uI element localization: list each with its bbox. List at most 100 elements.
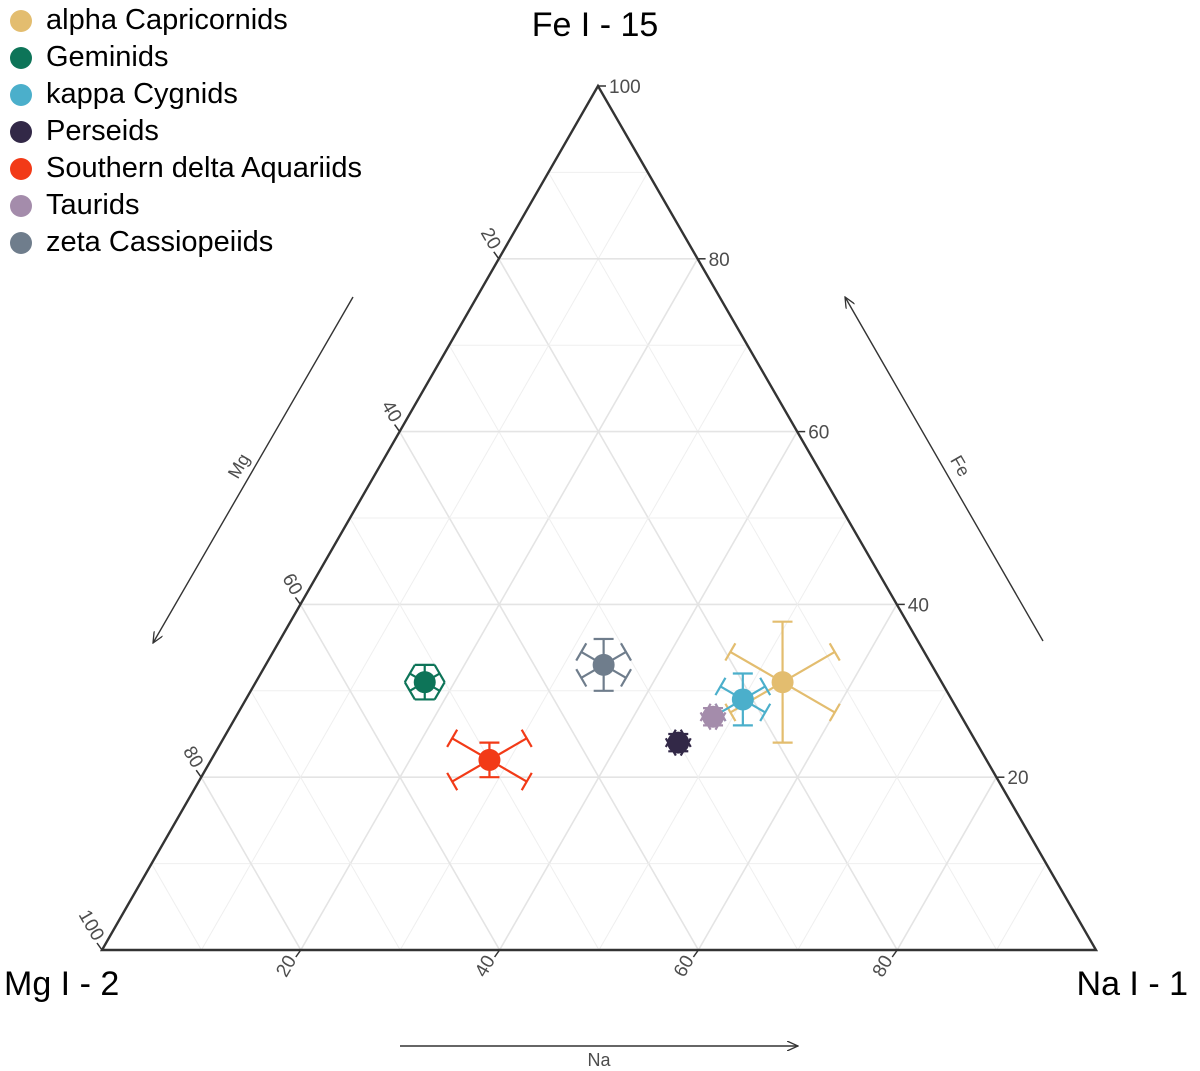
gridline-na (598, 517, 848, 951)
gridline-mg (200, 776, 302, 951)
tick-label-mg: 80 (178, 743, 207, 772)
point-kappa-cygnids (714, 672, 772, 727)
vertex-label-right: Na I - 1 (1077, 965, 1188, 1003)
gridline-na (797, 690, 948, 951)
legend-item-southern-delta-aquariids: Southern delta Aquariids (4, 150, 362, 187)
tick-mark-na (295, 949, 302, 958)
data-point (478, 748, 501, 771)
data-point (667, 731, 690, 754)
tick-mark-mg (195, 769, 202, 778)
error-bar-cap (520, 729, 533, 748)
data-point (413, 671, 436, 694)
legend-label: Perseids (46, 115, 159, 147)
legend-item-perseids: Perseids (4, 113, 362, 150)
data-point (731, 688, 754, 711)
error-bar-cap (714, 677, 727, 696)
legend-label: zeta Cassiopeiids (46, 226, 274, 258)
legend-swatch (10, 9, 32, 32)
tick-label-mg: 40 (377, 397, 406, 426)
tick-label-fe: 60 (808, 423, 829, 444)
legend-label: alpha Capricornids (46, 4, 288, 36)
gridline-mg (547, 172, 998, 951)
legend-swatch (10, 83, 32, 106)
error-bar-cap (620, 642, 632, 662)
legend-swatch (10, 46, 32, 69)
point-geminids (403, 663, 446, 701)
data-point (592, 653, 615, 676)
error-bar-cap (828, 703, 841, 722)
legend-item-zeta-cassiopeiids: zeta Cassiopeiids (4, 224, 362, 261)
gridline-na (996, 863, 1047, 951)
legend-swatch (10, 231, 32, 254)
tick-label-mg: 100 (74, 907, 108, 945)
point-taurids (699, 703, 727, 731)
axis-title-na: Na (587, 1050, 611, 1070)
data-points (403, 620, 841, 791)
tick-label-fe: 20 (1007, 768, 1028, 789)
gridline-mg (349, 517, 600, 951)
tick-mark-mg (493, 251, 500, 260)
error-bar-cap (403, 681, 416, 701)
error-bar-cap (724, 703, 737, 722)
legend-label: kappa Cygnids (46, 78, 238, 110)
gridline-na (200, 172, 649, 951)
gridline-mg (250, 690, 401, 951)
tick-label-fe: 40 (908, 595, 929, 616)
error-bar-cap (403, 664, 416, 683)
tick-mark-na (692, 949, 700, 958)
grid (151, 171, 1047, 951)
gridline-na (697, 604, 898, 951)
legend-swatch (10, 194, 32, 217)
error-bar-cap (446, 772, 459, 791)
legend-label: Southern delta Aquariids (46, 152, 362, 184)
axis-title-fe: Fe (946, 452, 974, 480)
tick-mark-mg (294, 596, 302, 605)
error-bar-cap (724, 642, 737, 662)
legend-item-kappa-cygnids: kappa Cygnids (4, 76, 362, 113)
point-zeta-cassiopeiids (575, 637, 632, 692)
tick-label-mg: 60 (277, 570, 306, 599)
point-alpha-capricornids (724, 620, 841, 744)
gridline-mg (151, 863, 202, 951)
data-point (771, 671, 794, 694)
point-perseids (664, 729, 692, 757)
tick-mark-na (493, 949, 501, 958)
tick-mark-na (891, 949, 898, 958)
vertex-label-top: Fe I - 15 (532, 6, 659, 44)
tick-label-fe: 100 (609, 77, 641, 98)
gridline-na (399, 344, 748, 951)
data-point (702, 705, 725, 728)
error-bar-cap (575, 642, 588, 662)
vertex-label-left: Mg I - 2 (4, 965, 119, 1003)
legend-item-geminids: Geminids (4, 39, 362, 76)
error-bar-cap (520, 772, 533, 791)
legend-swatch (10, 120, 32, 143)
error-bar-cap (433, 664, 446, 683)
tick-mark-mg (393, 424, 401, 433)
legend-item-alpha-capricornids: alpha Capricornids (4, 2, 362, 39)
gridline-mg (299, 604, 501, 951)
error-bar-cap (759, 703, 772, 722)
error-bar-cap (433, 681, 446, 701)
arrow-mg (153, 296, 354, 643)
legend-item-taurids: Taurids (4, 187, 362, 224)
error-bar-cap (446, 729, 459, 748)
error-bar-cap (759, 677, 772, 696)
legend-label: Geminids (46, 41, 169, 73)
arrow-fe (845, 297, 1044, 642)
tick-mark-mg (96, 942, 103, 951)
tick-label-fe: 80 (709, 250, 730, 271)
legend-label: Taurids (46, 189, 140, 221)
error-bar-cap (828, 642, 841, 662)
point-southern-delta-aquariids (446, 729, 533, 791)
error-bar-cap (620, 668, 632, 688)
triangle-frame (99, 83, 1099, 952)
legend: alpha Capricornids Geminids kappa Cygnids P… (4, 2, 362, 261)
error-bar-cap (575, 668, 588, 688)
legend-swatch (10, 157, 32, 180)
gridline-na (896, 776, 998, 951)
triangle-outline (99, 83, 1099, 952)
tick-label-mg: 20 (476, 224, 505, 253)
